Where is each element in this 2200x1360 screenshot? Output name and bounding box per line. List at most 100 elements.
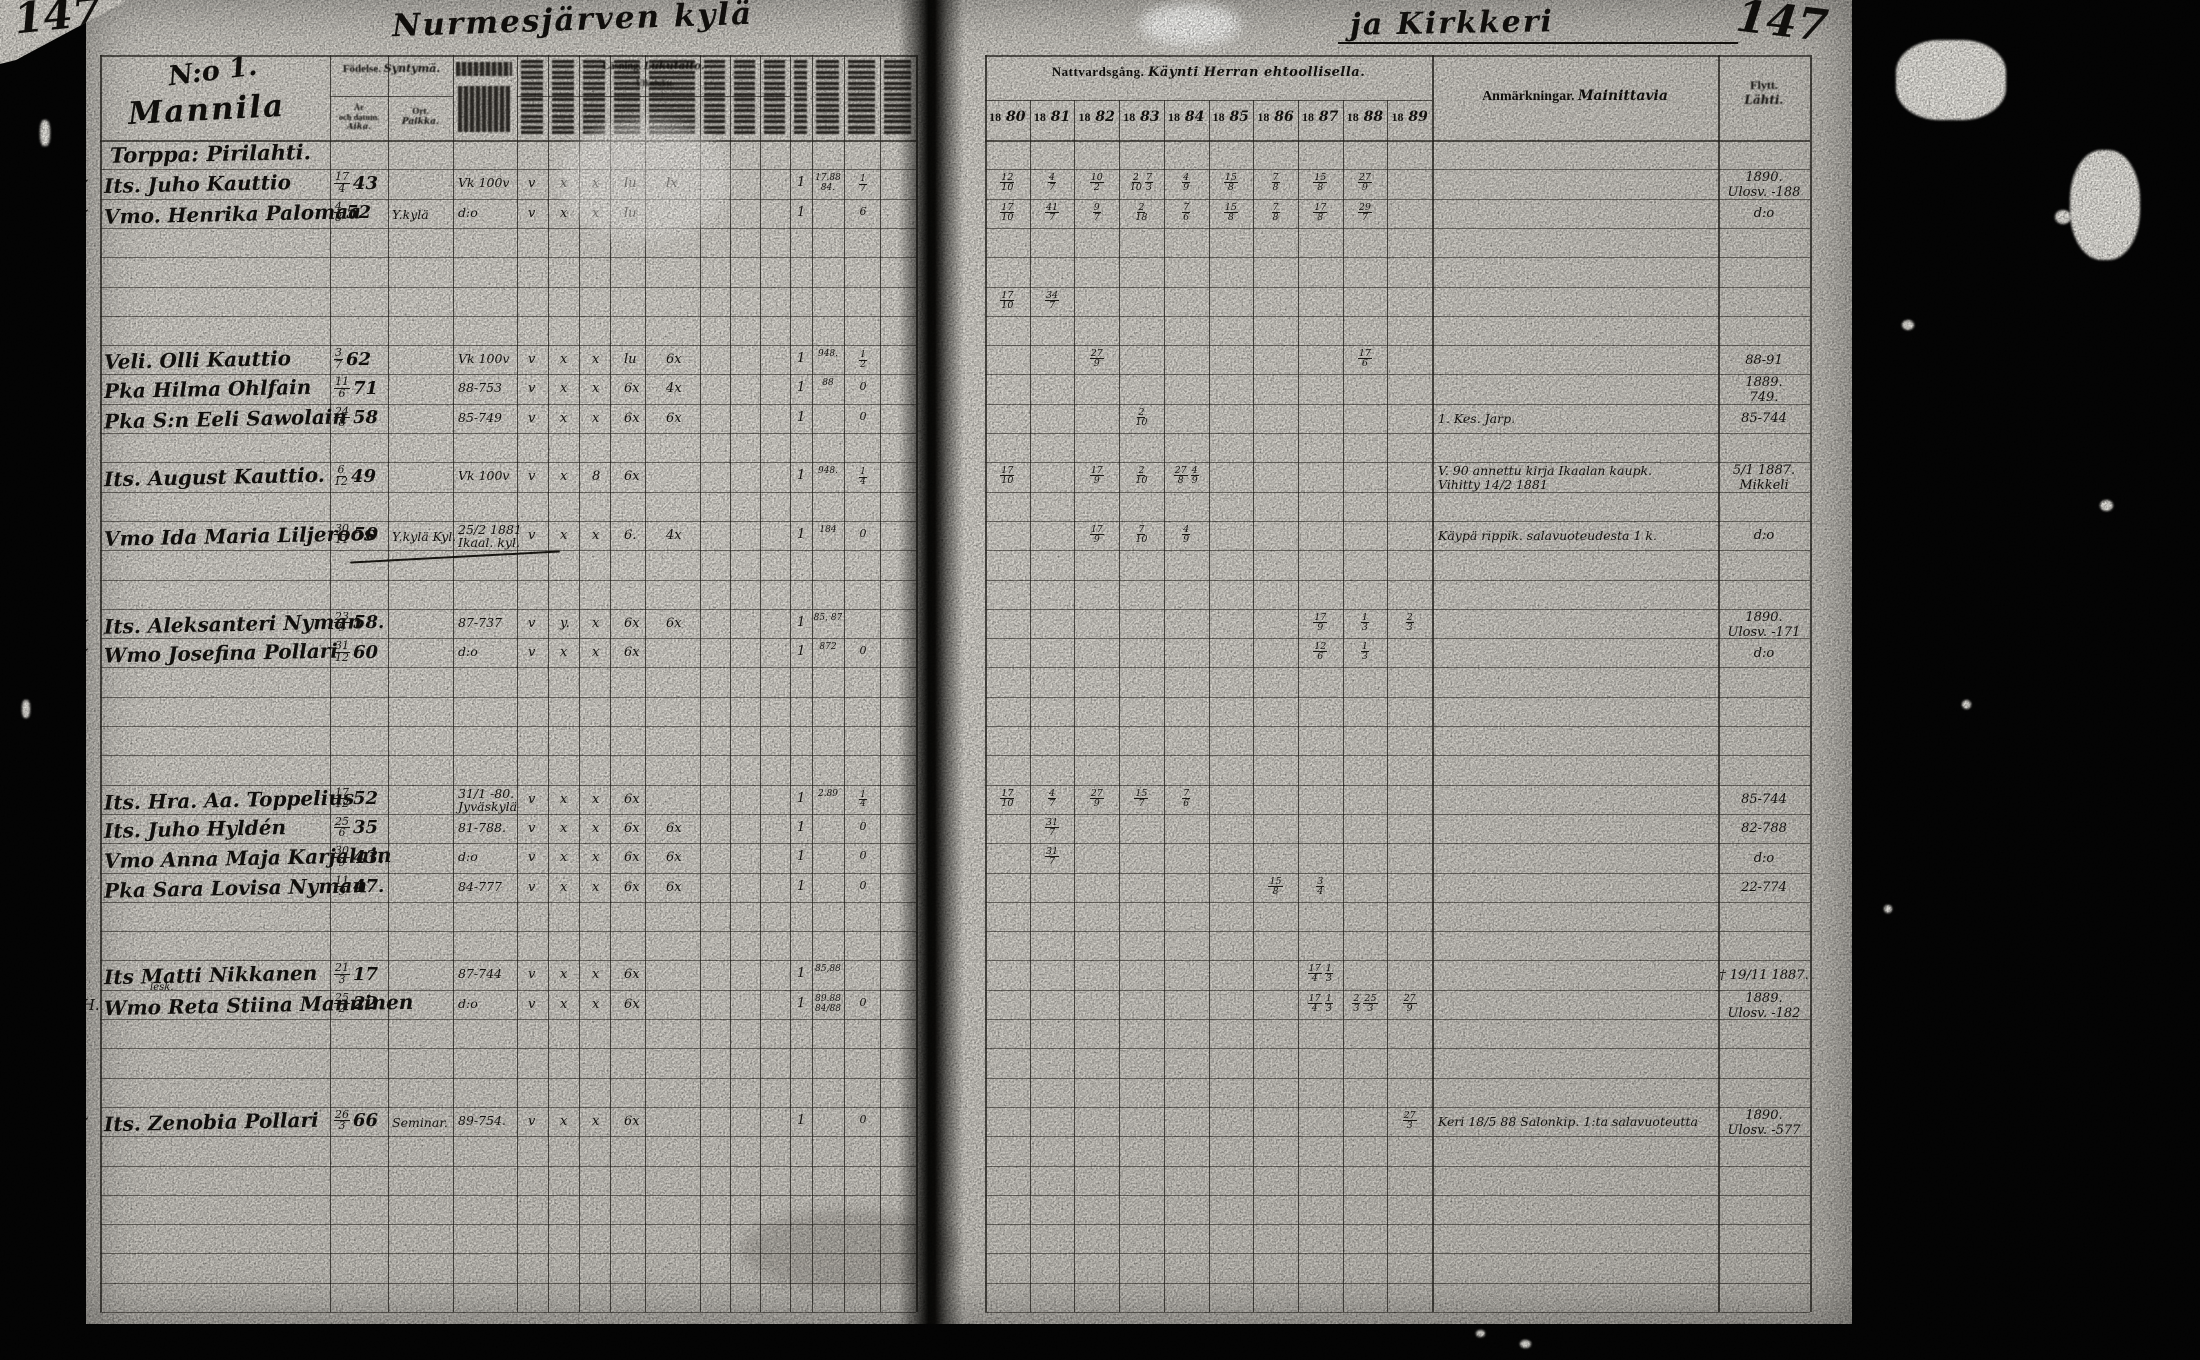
- score-cell: 0: [848, 879, 878, 892]
- small-note-cell: 872: [813, 642, 843, 652]
- grid-line-horizontal: [985, 315, 1810, 317]
- book-number-line: 88-753: [458, 380, 502, 396]
- communion-entry-cell: 12 6: [1298, 642, 1343, 661]
- handwritten-fraction: 17 9: [1313, 611, 1328, 633]
- birth-date-cell: 4 8 52: [334, 200, 371, 224]
- moved-cell: d:o: [1718, 851, 1810, 866]
- communion-entry-cell: 17 10: [985, 788, 1030, 808]
- reading-mark-cell: x: [592, 879, 600, 895]
- grid-line-horizontal: [985, 608, 1810, 610]
- small-note-cell: 88: [813, 378, 843, 388]
- illegible-column-header: [456, 62, 512, 76]
- year-printed-prefix: 18: [1391, 110, 1404, 124]
- grid-line-vertical: [1029, 100, 1031, 1312]
- scan-speck: [1476, 1330, 1485, 1337]
- book-number-cell: 89-754.: [458, 1114, 506, 1127]
- page-fold: [898, 0, 964, 1324]
- person-name: Veli. Olli Kauttio: [103, 346, 292, 375]
- handwritten-fraction: 23 9: [334, 609, 350, 635]
- moved-line: d:o: [1753, 645, 1775, 661]
- grid-line-horizontal: [100, 755, 916, 757]
- grid-line-horizontal: [100, 462, 916, 464]
- year-handwritten-digits: 86: [1269, 109, 1294, 125]
- year-header-cell: 18 80: [985, 108, 1030, 126]
- tally-mark-cell: 1: [797, 409, 806, 425]
- communion-entry-cell: 27 9: [1387, 993, 1432, 1013]
- communion-entry-cell: 15 8: [1209, 202, 1254, 222]
- illegible-column-header: [794, 60, 807, 134]
- reading-mark-cell: 4x: [666, 527, 682, 543]
- year-handwritten-digits: 80: [1001, 109, 1026, 125]
- communion-entry-cell: 17 9: [1298, 613, 1343, 632]
- moved-header-fi: Lähti.: [1744, 93, 1784, 107]
- book-number-line: 87-737: [458, 614, 502, 630]
- grid-line-horizontal: [100, 931, 916, 933]
- scan-speck: [1884, 905, 1892, 913]
- grid-line-vertical: [330, 55, 331, 1312]
- grid-line-horizontal: [985, 1077, 1810, 1079]
- handwritten-fraction: 24 8: [334, 404, 350, 430]
- year-printed-prefix: 18: [1212, 110, 1225, 124]
- grid-line-horizontal: [100, 667, 916, 669]
- grid-line-horizontal: [985, 1282, 1810, 1284]
- moved-line: d:o: [1753, 206, 1775, 222]
- moved-line: 1890.: [1745, 609, 1783, 625]
- grid-line-horizontal: [985, 1312, 1810, 1313]
- small-note-line: 84.: [820, 183, 836, 194]
- reading-mark-cell: x: [560, 820, 568, 836]
- scan-speck: [2100, 500, 2113, 511]
- handwritten-fraction: 17 8: [1313, 201, 1328, 223]
- book-number-cell: 25/2 1881 Ikaal. kyl.: [458, 523, 522, 549]
- communion-entry-cell: 17 4 1 3: [1298, 992, 1343, 1014]
- handwritten-fraction: 27 3: [1402, 1109, 1417, 1131]
- communion-entry-cell: 15 8: [1298, 173, 1343, 193]
- handwritten-fraction: 17 10: [1000, 201, 1015, 223]
- remark-cell: Käypä rippik. salavuoteudesta 1 k.: [1438, 528, 1714, 543]
- grid-line-horizontal: [985, 1048, 1810, 1050]
- grid-line-horizontal: [100, 345, 916, 347]
- grid-line-vertical: [790, 55, 791, 1312]
- person-name: Wmo Josefina Pollari: [103, 638, 339, 668]
- handwritten-value: 0: [859, 409, 867, 423]
- tally-mark-cell: 1: [797, 614, 806, 630]
- tally-mark-cell: 1: [797, 204, 806, 220]
- moved-line: 1889.: [1745, 990, 1783, 1006]
- birth-header-fi: Syntymä.: [383, 62, 441, 75]
- moved-line: 5/1 1887.: [1732, 463, 1796, 479]
- handwritten-fraction: 7 10: [1135, 523, 1148, 545]
- illegible-column-header: [734, 60, 755, 134]
- moved-line: d:o: [1753, 850, 1775, 866]
- reading-mark-cell: x: [560, 469, 568, 485]
- scan-border-left: [0, 0, 86, 1360]
- reading-mark-cell: x: [560, 996, 568, 1012]
- moved-line: Ulosv. -171: [1727, 624, 1801, 640]
- book-number-cell: 31/1 -80. Jyväskylä: [458, 787, 517, 813]
- communion-entry-cell: 12 10: [985, 173, 1030, 193]
- communion-entry-cell: 17 9: [1074, 466, 1119, 486]
- moved-cell: d:o: [1718, 646, 1810, 661]
- book-number-line: Vk 100v: [458, 175, 510, 191]
- communion-header-sv: Nattvardsgång.: [1051, 64, 1145, 79]
- grid-line-vertical: [812, 55, 813, 1312]
- birth-year: 47.: [353, 875, 385, 897]
- grid-line-vertical: [844, 55, 845, 1312]
- scan-border-bottom: [0, 1324, 2200, 1360]
- moved-line: 85-744: [1741, 411, 1787, 427]
- handwritten-value: 6: [859, 204, 867, 218]
- grid-line-horizontal: [985, 286, 1810, 288]
- handwritten-fraction: 17 4: [1307, 992, 1322, 1014]
- reading-mark-cell: 4x: [666, 381, 682, 397]
- birth-date-cell: 11 6 71: [334, 376, 378, 399]
- moved-cell: 88-91: [1718, 353, 1810, 368]
- grid-line-vertical: [645, 55, 646, 1312]
- year-printed-prefix: 18: [989, 110, 1002, 124]
